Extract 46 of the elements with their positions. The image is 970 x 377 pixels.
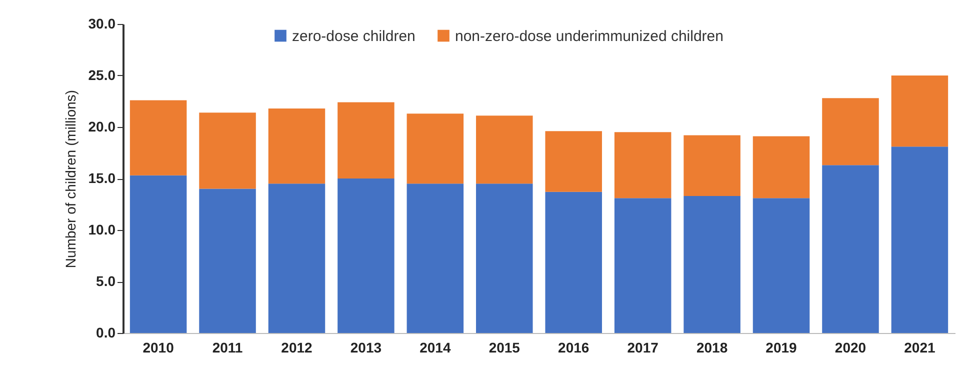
y-tick-label: 5.0 bbox=[96, 273, 116, 289]
bar bbox=[822, 98, 879, 166]
x-tick-label: 2011 bbox=[212, 340, 243, 356]
x-tick-label: 2018 bbox=[696, 340, 728, 356]
bar bbox=[545, 192, 602, 333]
legend-label: non-zero-dose underimmunized children bbox=[455, 28, 724, 45]
bar bbox=[199, 112, 256, 189]
bar bbox=[199, 188, 256, 333]
x-tick-label: 2013 bbox=[350, 340, 382, 356]
bar bbox=[684, 196, 740, 333]
x-tick-label: 2020 bbox=[834, 340, 866, 356]
y-tick-label: 0.0 bbox=[96, 324, 116, 340]
x-tick-label: 2010 bbox=[142, 340, 174, 356]
x-tick-label: 2019 bbox=[766, 340, 798, 356]
x-tick-label: 2016 bbox=[558, 340, 590, 356]
legend-label: zero-dose children bbox=[292, 28, 416, 45]
bar bbox=[614, 198, 672, 333]
y-tick-label: 30.0 bbox=[88, 16, 116, 32]
x-tick-label: 2021 bbox=[904, 340, 936, 356]
bar bbox=[268, 108, 326, 184]
x-tick-label: 2017 bbox=[627, 340, 659, 356]
bar bbox=[545, 131, 602, 192]
bar bbox=[822, 165, 879, 333]
x-tick-label: 2014 bbox=[420, 340, 451, 356]
bar bbox=[752, 198, 810, 333]
y-axis-title: Number of children (millions) bbox=[62, 90, 78, 268]
y-tick-label: 20.0 bbox=[88, 118, 116, 134]
bar bbox=[684, 135, 740, 196]
bar bbox=[130, 100, 187, 176]
bar bbox=[476, 184, 533, 333]
bar bbox=[614, 132, 672, 198]
bar bbox=[268, 184, 326, 333]
y-tick-label: 25.0 bbox=[88, 67, 116, 83]
y-tick-label: 15.0 bbox=[88, 170, 116, 186]
bar bbox=[752, 136, 810, 198]
bar bbox=[476, 116, 533, 184]
y-tick-label: 10.0 bbox=[88, 222, 116, 238]
x-tick-label: 2015 bbox=[488, 340, 520, 356]
bar bbox=[891, 146, 948, 333]
x-tick-label: 2012 bbox=[281, 340, 313, 356]
bar bbox=[406, 184, 464, 333]
bar bbox=[338, 178, 394, 333]
bar bbox=[338, 102, 394, 178]
bar bbox=[406, 114, 464, 184]
bar bbox=[891, 76, 948, 147]
bar bbox=[130, 175, 187, 333]
